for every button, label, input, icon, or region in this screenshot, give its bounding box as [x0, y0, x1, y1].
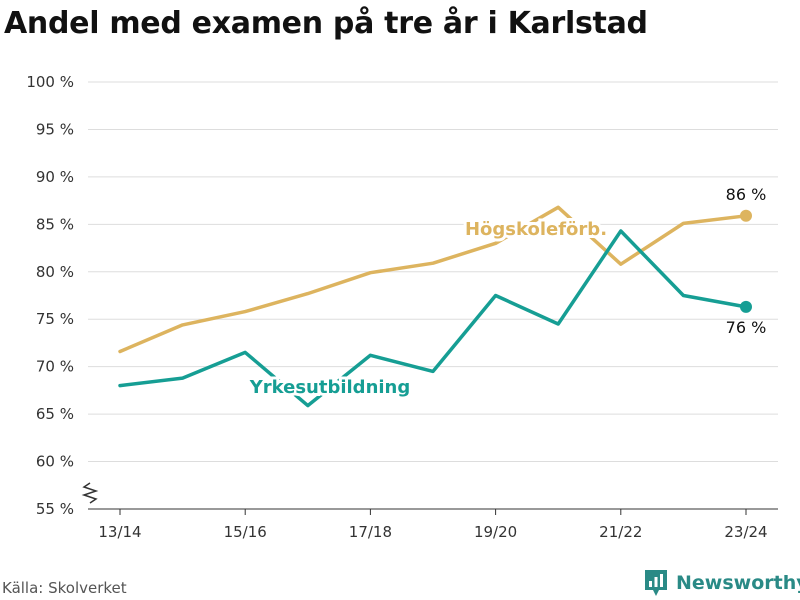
chart-title: Andel med examen på tre år i Karlstad [4, 6, 648, 41]
brand-logo: Newsworthy [644, 568, 800, 598]
y-tick-label: 95 % [36, 120, 74, 138]
y-tick-label: 75 % [36, 310, 74, 328]
source-note: Källa: Skolverket [2, 579, 127, 597]
x-tick-label: 15/16 [224, 523, 267, 541]
y-tick-label: 70 % [36, 358, 74, 376]
end-markers: 86 % 76 % [726, 185, 767, 337]
series-label-yrkesutbildning: Yrkesutbildning [249, 377, 411, 398]
series-line-hogskoleforb [118, 205, 748, 354]
y-tick-label: 85 % [36, 215, 74, 233]
gridlines [88, 81, 778, 510]
x-tick-label: 17/18 [349, 523, 392, 541]
y-tick-label: 65 % [36, 405, 74, 423]
end-point-yrkesutbildning [740, 300, 752, 313]
newsworthy-logo-icon [645, 570, 667, 596]
y-tick-label: 80 % [36, 263, 74, 281]
axis-break-icon [81, 482, 99, 504]
end-value-label-hogskoleforb: 86 % [726, 185, 767, 204]
end-point-hogskoleforb [740, 209, 752, 222]
series-lines [118, 205, 748, 408]
end-value-label-yrkesutbildning: 76 % [726, 318, 767, 337]
x-tick-label: 23/24 [724, 523, 767, 541]
x-tick-label: 21/22 [599, 523, 642, 541]
x-tick-label: 19/20 [474, 523, 517, 541]
y-axis-ticks: 55 % 60 % 65 % 70 % 75 % 80 % 85 % 90 % 95 % 100 … [26, 73, 74, 518]
series-labels: Högskoleförb. Yrkesutbildning [246, 216, 610, 401]
series-label-hogskoleforb: Högskoleförb. [465, 219, 607, 240]
y-tick-label: 90 % [36, 168, 74, 186]
y-tick-label: 60 % [36, 453, 74, 471]
y-tick-label: 55 % [36, 500, 74, 518]
brand-name: Newsworthy [676, 572, 800, 594]
y-tick-label: 100 % [26, 73, 74, 91]
series-line-yrkesutbildning [118, 229, 748, 408]
x-axis-ticks: 13/14 15/16 17/18 19/20 21/22 23/24 [98, 509, 768, 541]
x-tick-label: 13/14 [98, 523, 141, 541]
